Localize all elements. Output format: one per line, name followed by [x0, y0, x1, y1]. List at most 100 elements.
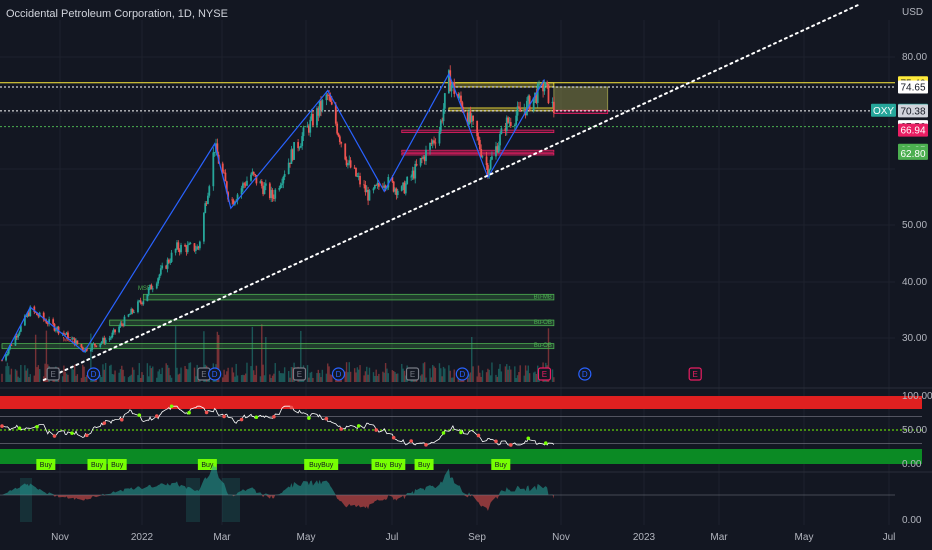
volume-bar: [491, 362, 493, 382]
volume-bar: [265, 337, 267, 382]
candle-body: [457, 93, 460, 99]
price-label-bg: [898, 146, 928, 160]
volume-bar: [189, 362, 192, 382]
earnings-marker-icon: [688, 367, 702, 381]
price-label-bg: [898, 80, 928, 94]
candle-body: [412, 170, 415, 179]
price-label: 62.80: [898, 146, 928, 160]
volume-bar: [310, 371, 313, 382]
candle-body: [205, 203, 208, 205]
candle-body: [48, 319, 51, 325]
volume-bar: [547, 328, 550, 382]
volume-bar: [226, 371, 228, 382]
candle-body: [212, 152, 215, 187]
candle-body: [336, 123, 339, 134]
volume-bar: [364, 371, 367, 382]
volume-bar: [251, 326, 254, 382]
volume-bar: [227, 367, 229, 382]
volume-bar: [442, 366, 445, 382]
candle-body: [14, 335, 17, 346]
volume-bar: [366, 366, 368, 382]
event-marker-letter: D: [91, 370, 97, 379]
volume-bar: [20, 364, 22, 382]
volume-bar: [353, 368, 356, 382]
earnings-marker-icon: [537, 367, 552, 381]
volume-bar: [524, 365, 527, 382]
candle-body: [128, 314, 131, 316]
ticker-tag-text: OXY: [873, 106, 894, 117]
candle-body: [52, 319, 55, 324]
candle-body: [99, 343, 102, 347]
candle-body: [364, 185, 367, 193]
candle-body: [93, 343, 96, 346]
price-label-text: 66.94: [900, 126, 925, 137]
candle-body: [223, 172, 225, 174]
volume-bar: [289, 377, 291, 382]
dividend-marker-icon: [208, 367, 222, 381]
volume-bar: [158, 369, 161, 382]
candle-body: [141, 302, 143, 305]
candle-body: [376, 182, 379, 186]
volume-bar: [193, 367, 196, 382]
volume-bar: [44, 363, 46, 382]
candle-body: [1, 360, 3, 362]
candle-body: [491, 156, 493, 160]
candle-body: [547, 84, 550, 104]
candle-body: [188, 243, 190, 245]
volume-bar: [121, 365, 123, 382]
candle-body: [466, 112, 469, 125]
volume-bar: [103, 369, 105, 382]
volume-bar: [453, 369, 455, 382]
volume-bar: [496, 376, 499, 382]
rsi-signal-dot: [102, 421, 107, 425]
rsi-signal-dot: [441, 431, 446, 435]
candle-body: [264, 183, 267, 186]
price-zone: [553, 86, 609, 111]
volume-bar: [532, 372, 535, 382]
volume-bar: [510, 369, 512, 382]
volume-bar: [325, 373, 328, 382]
candle-body: [298, 147, 301, 149]
candle-body: [193, 243, 196, 251]
chart-title[interactable]: Occidental Petroleum Corporation, 1D, NY…: [6, 8, 228, 20]
candle-body: [176, 242, 178, 249]
volume-bar: [345, 362, 348, 382]
candle-body: [338, 136, 341, 143]
volume-bar: [28, 376, 30, 382]
volume-bar: [376, 375, 379, 382]
candle-body: [120, 323, 123, 325]
volume-bar: [316, 373, 318, 382]
volume-bar: [551, 369, 554, 382]
volume-bar: [375, 369, 377, 382]
candle-body: [476, 120, 479, 137]
zigzag-line: [1, 72, 545, 361]
volume-bar: [527, 365, 529, 382]
volume-bar: [488, 369, 490, 382]
rsi-signal-dot: [84, 433, 89, 438]
candle-body: [75, 340, 77, 345]
candle-body: [5, 354, 7, 361]
candle-body: [18, 331, 21, 335]
volume-bar: [253, 370, 255, 382]
candle-body: [112, 329, 115, 333]
candle-body: [297, 142, 300, 149]
event-marker-letter: D: [336, 370, 342, 379]
volume-bar: [387, 373, 390, 382]
volume-bar: [356, 367, 359, 382]
volume-bar: [6, 362, 9, 382]
candle-body: [312, 113, 314, 126]
volume-bar: [45, 330, 48, 382]
volume-bar: [328, 366, 330, 382]
event-marker-earnings: E: [405, 367, 420, 381]
candle-body: [508, 122, 511, 123]
rsi-signal-dot: [52, 434, 57, 438]
candle-body: [528, 95, 531, 111]
candle-body: [169, 261, 172, 263]
trendline[interactable]: [42, 2, 862, 381]
candle-body: [326, 94, 329, 96]
candle-body: [363, 184, 365, 186]
volume-bar: [518, 372, 520, 382]
candle-body: [325, 94, 328, 101]
